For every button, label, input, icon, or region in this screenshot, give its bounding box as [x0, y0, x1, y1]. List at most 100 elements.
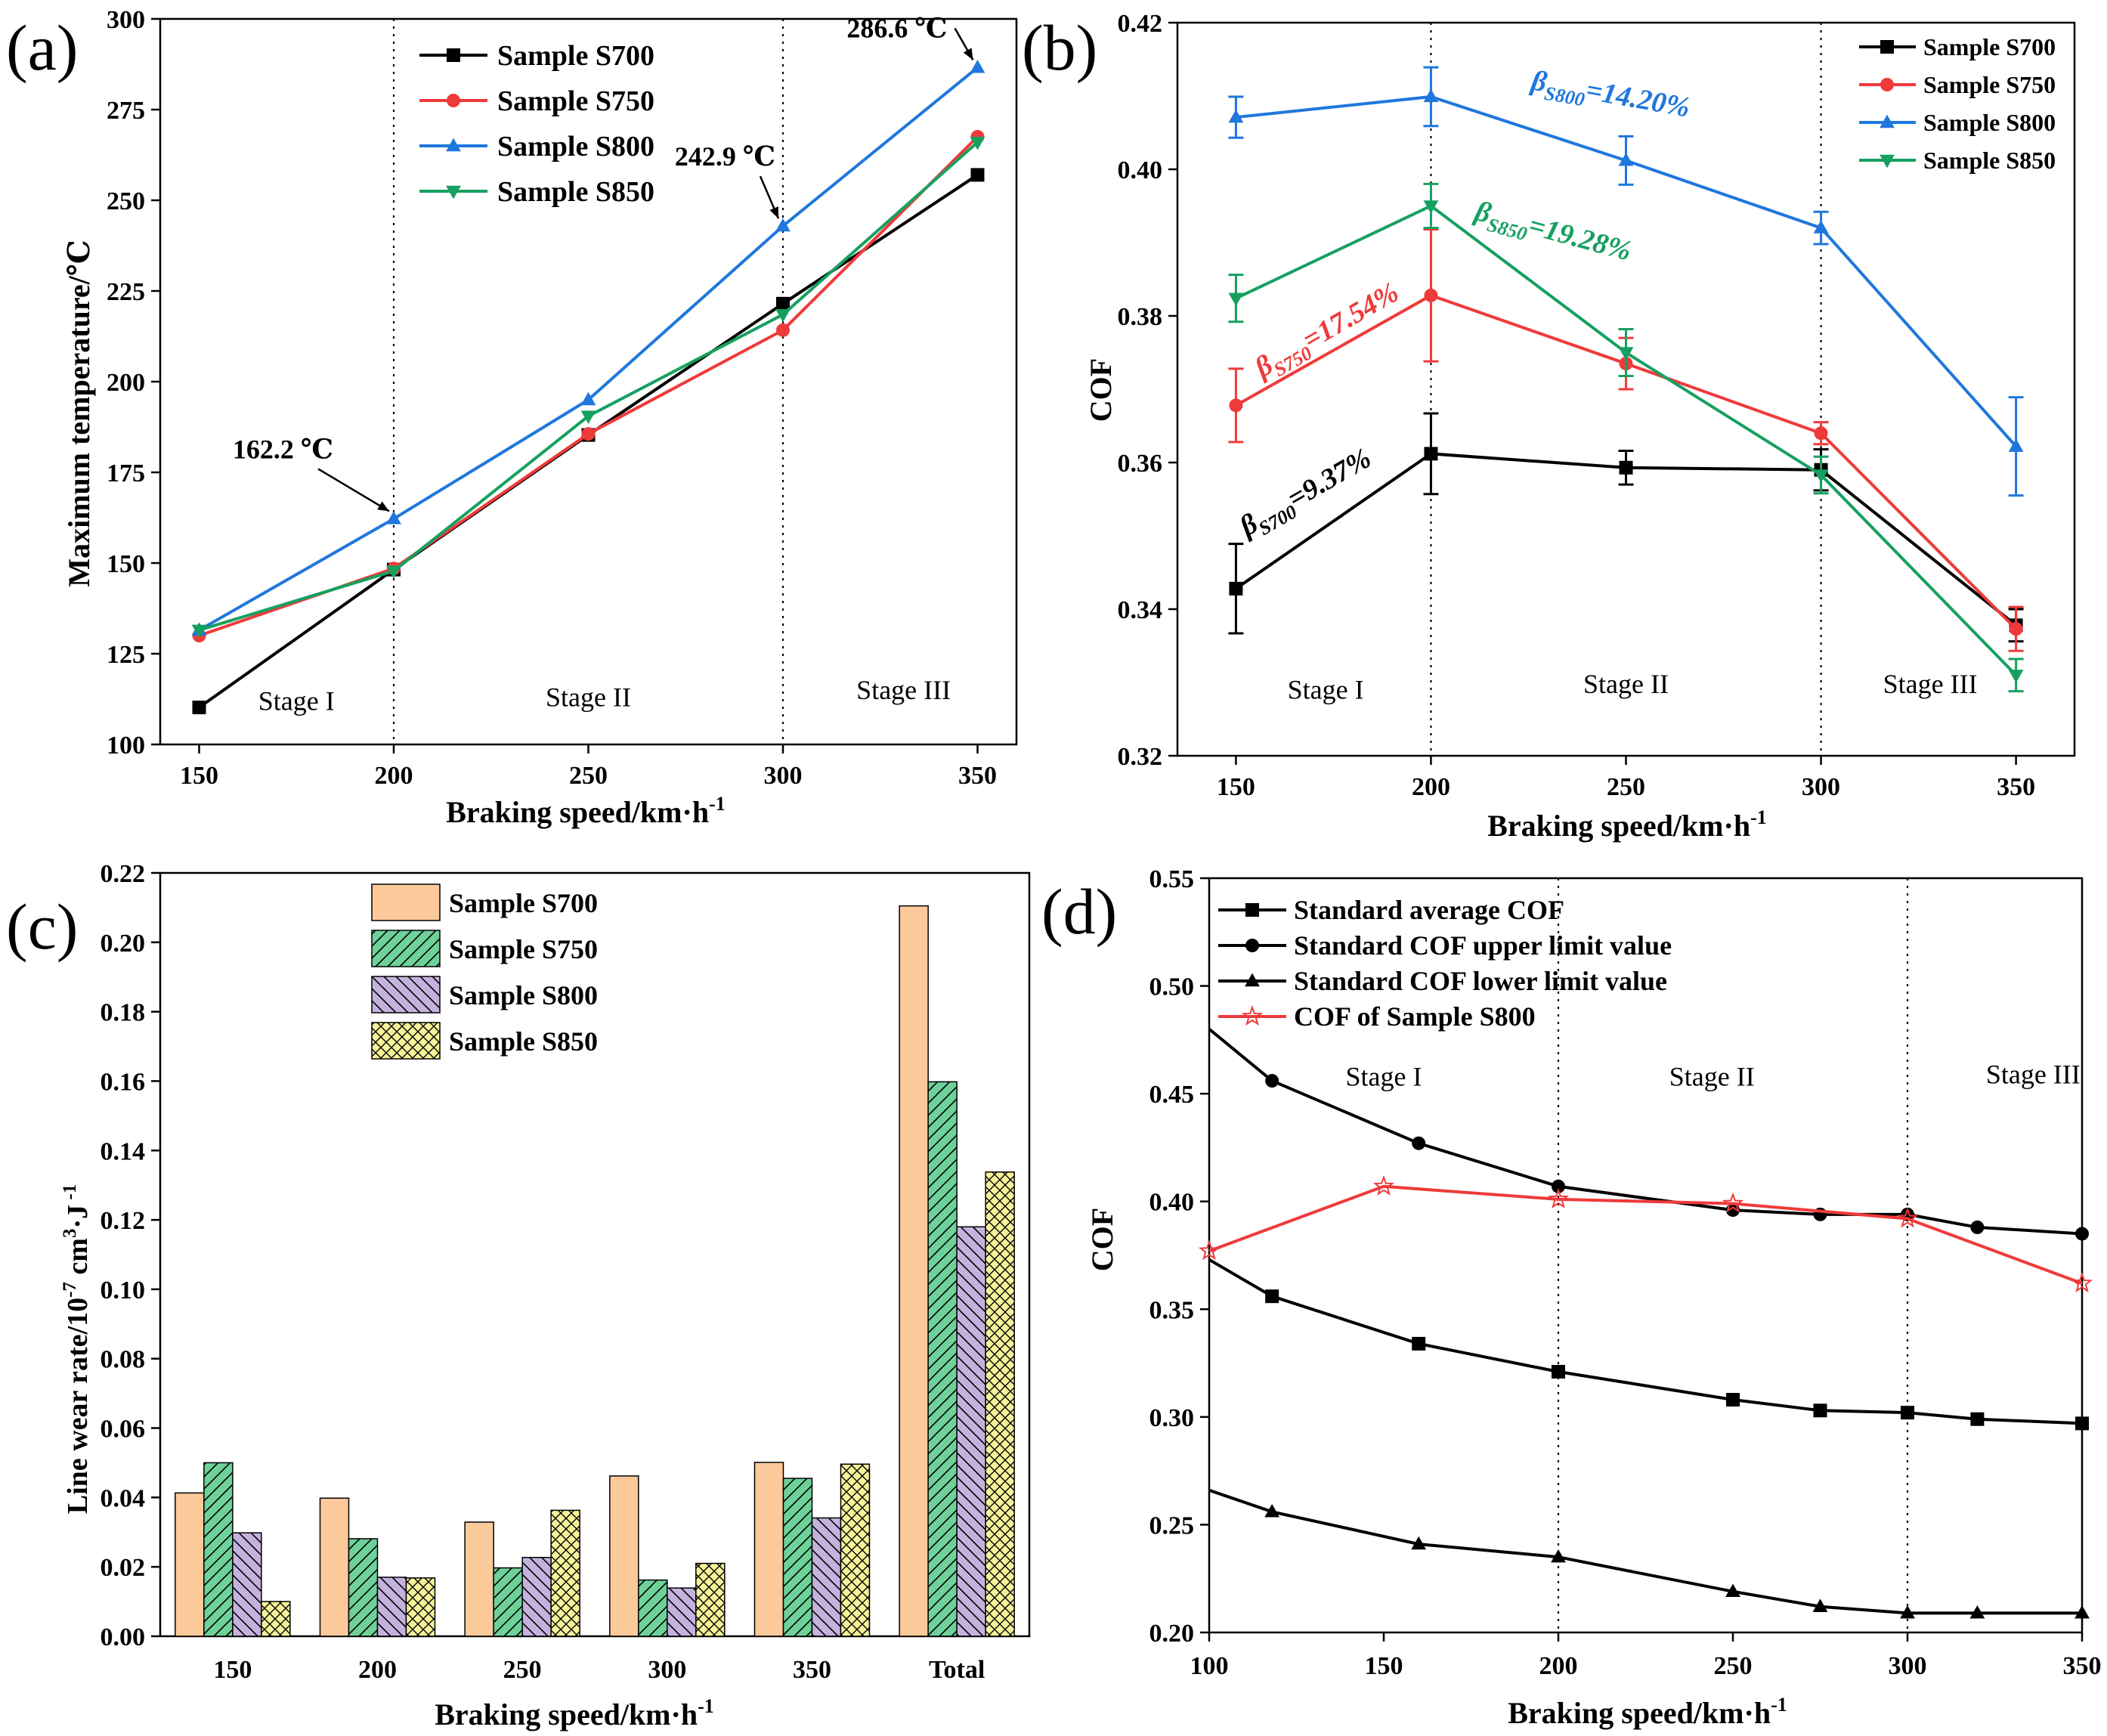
b-ytick-label: 0.32	[1118, 743, 1163, 771]
d-ytick-label: 0.35	[1149, 1296, 1195, 1324]
a-point-S800	[386, 511, 401, 525]
b-point-S750	[1814, 426, 1828, 441]
c-bar-S800	[667, 1587, 697, 1637]
d-point-2	[1900, 1604, 1915, 1619]
c-bar-S800	[811, 1517, 842, 1637]
panel-c: (c) 0.00 0.02 0.04 0.06 0.08 0.10 0.12 0.14 0.16…	[6, 860, 1031, 1731]
d-xtick-label: 100	[1190, 1652, 1229, 1680]
panel-b-label: (b)	[1022, 11, 1097, 84]
c-ytick-label: 0.02	[101, 1554, 146, 1582]
panel-c-label: (c)	[6, 890, 78, 963]
c-ytick-label: 0.10	[101, 1276, 146, 1304]
d-legend-marker	[1245, 939, 1259, 952]
a-stage-label: Stage II	[546, 682, 631, 713]
d-point-0	[1412, 1336, 1426, 1351]
c-bar-S850	[840, 1463, 871, 1637]
c-bar-S850	[695, 1562, 726, 1637]
d-point-3	[1722, 1192, 1744, 1213]
d-point-3	[2071, 1272, 2093, 1293]
c-xtick-label: Total	[929, 1656, 985, 1684]
a-annotation: 162.2 ℃	[233, 434, 333, 464]
d-point-2	[1725, 1583, 1740, 1598]
a-ytick-label: 125	[107, 641, 145, 669]
b-point-S750	[2009, 622, 2023, 636]
d-stage-label: Stage I	[1346, 1061, 1422, 1091]
c-ytick-label: 0.06	[101, 1416, 146, 1444]
a-point-S700	[970, 168, 985, 182]
c-legend-label: Sample S750	[449, 934, 598, 964]
b-point-S800	[1228, 109, 1244, 123]
b-legend-marker	[1880, 154, 1895, 169]
panel-d-xlabel: Braking speed/km·h-1	[1508, 1694, 1787, 1730]
c-ytick-label: 0.16	[101, 1068, 146, 1096]
d-line-3	[1208, 1184, 2083, 1285]
panel-d: (d) 0.20 0.25 0.30 0.35 0.40 0.45 0.50 0.55 100 1…	[1041, 865, 2102, 1730]
c-bar-S850	[985, 1171, 1015, 1637]
c-ytick-label: 0.04	[101, 1484, 146, 1512]
c-bar-S800	[521, 1557, 552, 1637]
b-point-S850	[1618, 347, 1634, 361]
c-legend-label: Sample S700	[449, 888, 598, 918]
a-xtick-label: 350	[958, 762, 997, 790]
c-bar-S700	[464, 1521, 494, 1637]
b-ytick-label: 0.42	[1118, 10, 1163, 38]
b-point-S750	[1424, 288, 1438, 302]
d-xtick-label: 200	[1539, 1652, 1578, 1680]
d-point-0	[2075, 1416, 2089, 1431]
b-stage-label: Stage III	[1883, 669, 1978, 699]
d-legend-marker	[1241, 1005, 1264, 1026]
a-point-S850	[775, 309, 791, 323]
b-point-S700	[1229, 581, 1243, 596]
b-point-S850	[1813, 469, 1829, 483]
d-point-3	[1547, 1187, 1570, 1208]
d-point-0	[1813, 1403, 1827, 1418]
c-legend-swatch	[371, 930, 441, 967]
c-ytick-label: 0.00	[101, 1623, 146, 1651]
b-xtick-label: 300	[1802, 773, 1840, 801]
c-bar-S850	[261, 1601, 291, 1637]
d-legend-marker	[1245, 973, 1260, 987]
d-point-0	[1552, 1364, 1565, 1379]
b-xtick-label: 250	[1607, 773, 1645, 801]
c-legend-swatch	[371, 883, 441, 921]
c-ytick-label: 0.12	[101, 1207, 146, 1235]
a-point-S800	[580, 391, 596, 406]
c-ytick-label: 0.14	[101, 1137, 146, 1165]
panel-d-label: (d)	[1041, 875, 1117, 948]
c-bar-S750	[203, 1462, 234, 1637]
d-xtick-label: 150	[1365, 1652, 1403, 1680]
d-point-3	[1372, 1174, 1395, 1196]
d-xtick-label: 350	[2063, 1652, 2102, 1680]
b-point-S700	[1619, 460, 1633, 475]
a-legend-label: Sample S700	[497, 40, 654, 72]
panel-a-label: (a)	[6, 11, 78, 84]
d-point-0	[1265, 1289, 1279, 1304]
a-annotation-arrowhead	[963, 48, 973, 60]
panel-a-xlabel: Braking speed/km·h-1	[446, 793, 726, 829]
b-legend-marker	[1880, 114, 1895, 128]
c-axes-frame	[159, 871, 1031, 1638]
a-legend-label: Sample S800	[497, 131, 654, 162]
d-ytick-label: 0.40	[1149, 1189, 1195, 1217]
d-point-2	[1264, 1503, 1280, 1518]
b-legend-label: Sample S750	[1923, 71, 2056, 98]
b-stage-label: Stage I	[1288, 675, 1364, 705]
d-point-2	[1411, 1536, 1427, 1550]
a-legend-label: Sample S850	[497, 176, 654, 208]
a-point-S850	[191, 624, 207, 639]
b-ytick-label: 0.34	[1118, 596, 1163, 624]
c-bar-S800	[376, 1577, 407, 1637]
b-point-S800	[1813, 220, 1829, 234]
a-ytick-label: 225	[107, 278, 145, 306]
c-xtick-label: 300	[648, 1656, 686, 1684]
a-ytick-label: 250	[107, 187, 145, 215]
c-xtick-label: 150	[213, 1656, 252, 1684]
d-ytick-label: 0.20	[1149, 1620, 1195, 1648]
a-annotation-arrow	[317, 468, 390, 512]
a-point-S850	[580, 410, 596, 424]
b-legend-marker	[1880, 78, 1894, 91]
c-ytick-label: 0.18	[101, 999, 146, 1027]
b-ytick-label: 0.40	[1118, 156, 1163, 184]
c-bar-S750	[493, 1567, 523, 1637]
d-legend-label: Standard COF upper limit value	[1294, 930, 1672, 961]
